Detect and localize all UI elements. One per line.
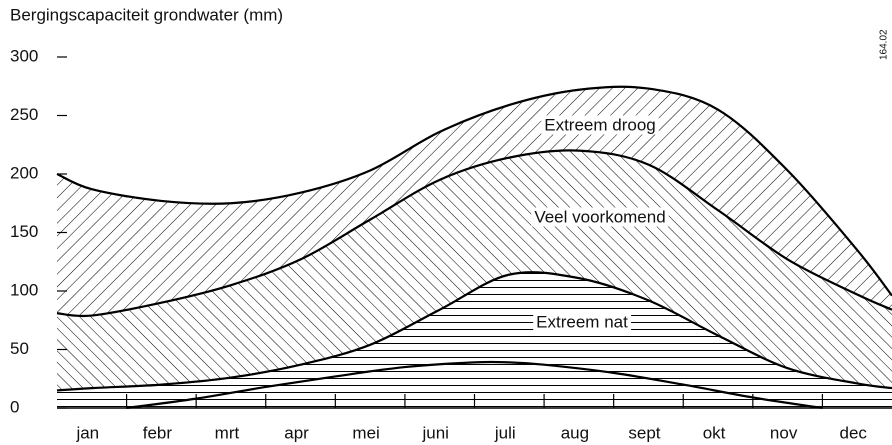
area-fill [57, 86, 892, 317]
x-tick-label: mrt [215, 423, 240, 442]
x-tick-label: juni [421, 423, 448, 442]
series-label-text: Veel voorkomend [534, 207, 665, 226]
x-tick-label: dec [839, 423, 867, 442]
area-fill [57, 150, 892, 391]
x-tick-label: mei [352, 423, 379, 442]
chart-title: Bergingscapaciteit grondwater (mm) [10, 5, 283, 24]
x-tick-label: apr [284, 423, 309, 442]
y-tick-label: 100 [10, 280, 38, 299]
area-fill [57, 272, 892, 408]
y-tick-label: 300 [10, 46, 38, 65]
curve-line [56, 85, 892, 297]
curve-line [56, 271, 892, 392]
x-tick-label: aug [561, 423, 589, 442]
x-tick-label: nov [770, 423, 798, 442]
y-tick-label: 250 [10, 105, 38, 124]
curve-line [56, 149, 892, 318]
label-background [541, 115, 659, 135]
x-tick-label: jan [75, 423, 99, 442]
y-tick-label: 200 [10, 163, 38, 182]
x-tick-label: sept [628, 423, 660, 442]
x-tick-label: febr [143, 423, 173, 442]
label-background [531, 207, 669, 227]
series-label: Extreem droog [541, 115, 659, 135]
curve-line [126, 360, 823, 410]
label-background [533, 312, 632, 332]
series-label-text: Extreem nat [536, 312, 628, 331]
series-label: Veel voorkomend [531, 207, 669, 227]
x-tick-label: okt [703, 423, 726, 442]
y-tick-label: 50 [10, 339, 29, 358]
x-tick-label: juli [494, 423, 516, 442]
series-label: Extreem nat [533, 312, 632, 332]
y-tick-label: 0 [10, 397, 19, 416]
figure-code: 164.02 [879, 29, 890, 60]
series-label-text: Extreem droog [544, 115, 656, 134]
y-tick-label: 150 [10, 222, 38, 241]
